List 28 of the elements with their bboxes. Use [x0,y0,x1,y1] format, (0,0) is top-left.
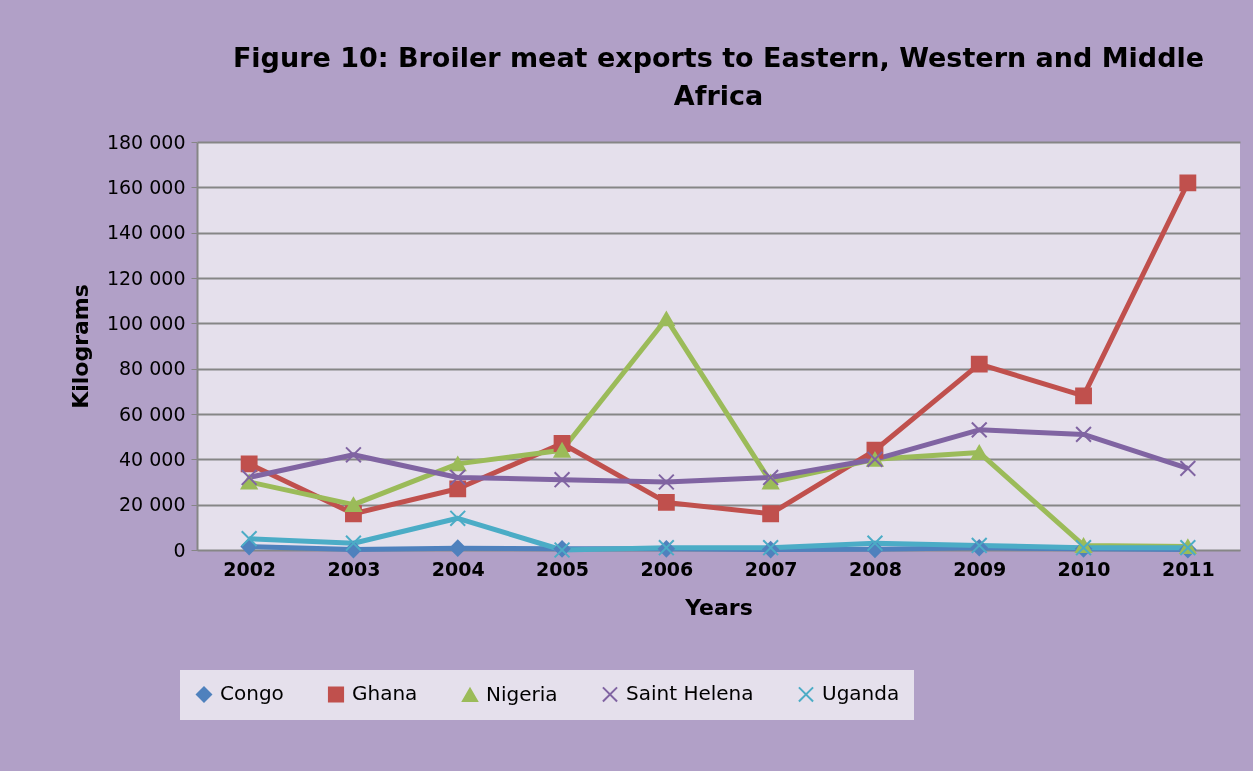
x-axis-title: Years [684,594,753,620]
legend-label: Ghana [352,681,418,706]
y-tick-label: 40 000 [119,447,186,470]
x-tick-label: 2008 [849,557,902,580]
y-tick-label: 60 000 [119,402,186,425]
y-tick-label: 0 [173,538,186,561]
y-tick-label: 180 000 [106,130,186,153]
y-tick-label: 120 000 [106,266,186,289]
x-tick-label: 2006 [640,557,694,580]
legend-label: Uganda [822,681,900,706]
x-tick-label: 2007 [744,557,798,580]
x-tick-label: 2004 [431,557,485,580]
x-tick-label: 2009 [953,557,1007,580]
y-axis-title: Kilograms [67,284,93,409]
y-tick-label: 20 000 [119,493,186,516]
chart-title: Figure 10: Broiler meat exports to Eastern, Western and Middle Africa [232,42,1205,111]
legend-label: Nigeria [486,681,558,706]
y-tick-label: 100 000 [106,311,186,334]
y-tick-label: 140 000 [106,221,186,244]
legend-label: Saint Helena [626,681,754,706]
x-tick-label: 2010 [1057,557,1111,580]
legend-label: Congo [220,681,284,706]
y-tick-label: 80 000 [119,357,186,380]
x-tick-label: 2003 [327,557,381,580]
x-tick-label: 2005 [536,557,589,580]
x-tick-label: 2011 [1161,557,1215,580]
x-tick-label: 2002 [223,557,277,580]
y-tick-label: 160 000 [106,175,186,198]
